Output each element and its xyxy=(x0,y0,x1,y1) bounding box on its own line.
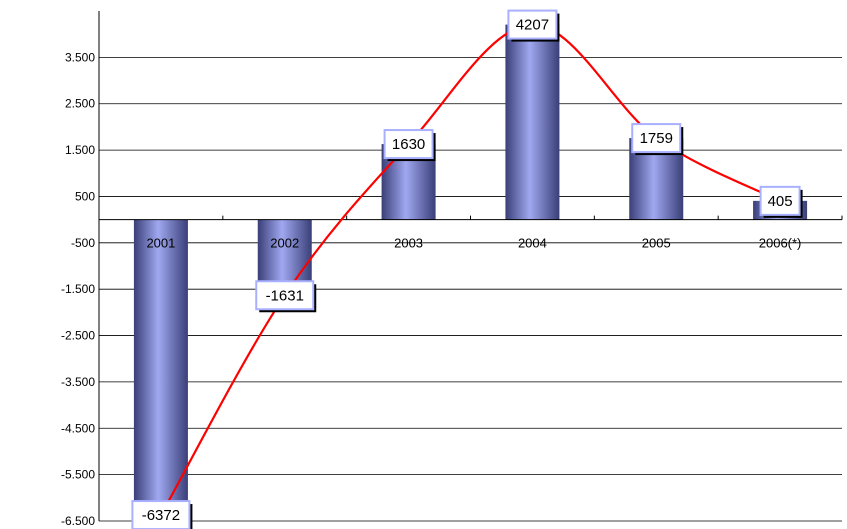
data-label-box xyxy=(759,185,801,216)
data-label-box xyxy=(255,280,315,311)
data-label-text: 405 xyxy=(768,193,793,210)
data-label: -1631 xyxy=(255,280,317,313)
data-label: 1759 xyxy=(631,123,684,156)
data-label-text: 1759 xyxy=(640,130,673,147)
y-tick-label: -4.500 xyxy=(61,421,95,435)
data-label: 4207 xyxy=(507,9,560,42)
trendline xyxy=(151,23,781,529)
data-label-text: 1630 xyxy=(392,136,425,153)
y-tick-label: -2.500 xyxy=(61,329,95,343)
x-tick-label: 2003 xyxy=(394,236,423,251)
bars xyxy=(133,24,808,516)
x-tick-label: 2001 xyxy=(146,236,175,251)
y-tick-label: 500 xyxy=(75,189,95,203)
data-label: 1630 xyxy=(383,129,436,162)
data-label-text: 4207 xyxy=(516,17,549,34)
gridlines xyxy=(99,56,842,522)
data-label-box xyxy=(131,500,191,529)
y-tick-label: -5.500 xyxy=(61,468,95,482)
x-tick-label: 2005 xyxy=(642,236,671,251)
y-tick-label: 2.500 xyxy=(65,97,95,111)
y-tick-label: -500 xyxy=(71,236,95,250)
data-label: -6372 xyxy=(131,500,193,529)
axes xyxy=(98,11,843,521)
data-label-box xyxy=(631,123,682,154)
y-tick-label: 1.500 xyxy=(65,143,95,157)
data-label-text: -6372 xyxy=(142,507,180,524)
y-tick-label: -3.500 xyxy=(61,375,95,389)
data-label-text: -1631 xyxy=(266,287,304,304)
data-label: 405 xyxy=(759,185,803,218)
x-tick-label: 2006(*) xyxy=(759,236,802,251)
y-tick-label: -6.500 xyxy=(61,514,95,528)
x-tick-label: 2002 xyxy=(270,236,299,251)
data-label-box xyxy=(383,129,434,160)
y-axis-tick-labels: -6.500 -5.500 -4.500 -3.500 -2.500 -1.500 -500… xyxy=(61,50,95,528)
x-tick-label: 2004 xyxy=(518,236,547,251)
bar xyxy=(133,219,188,516)
y-tick-label: 3.500 xyxy=(65,50,95,64)
x-axis-tick-labels: 2001 2002 2003 2004 2005 2006(*) xyxy=(146,236,801,251)
bar xyxy=(505,24,560,220)
y-tick-label: -1.500 xyxy=(61,282,95,296)
data-labels: -6372 -1631 1630 4207 1759 405 xyxy=(131,9,803,529)
data-label-box xyxy=(507,9,558,40)
